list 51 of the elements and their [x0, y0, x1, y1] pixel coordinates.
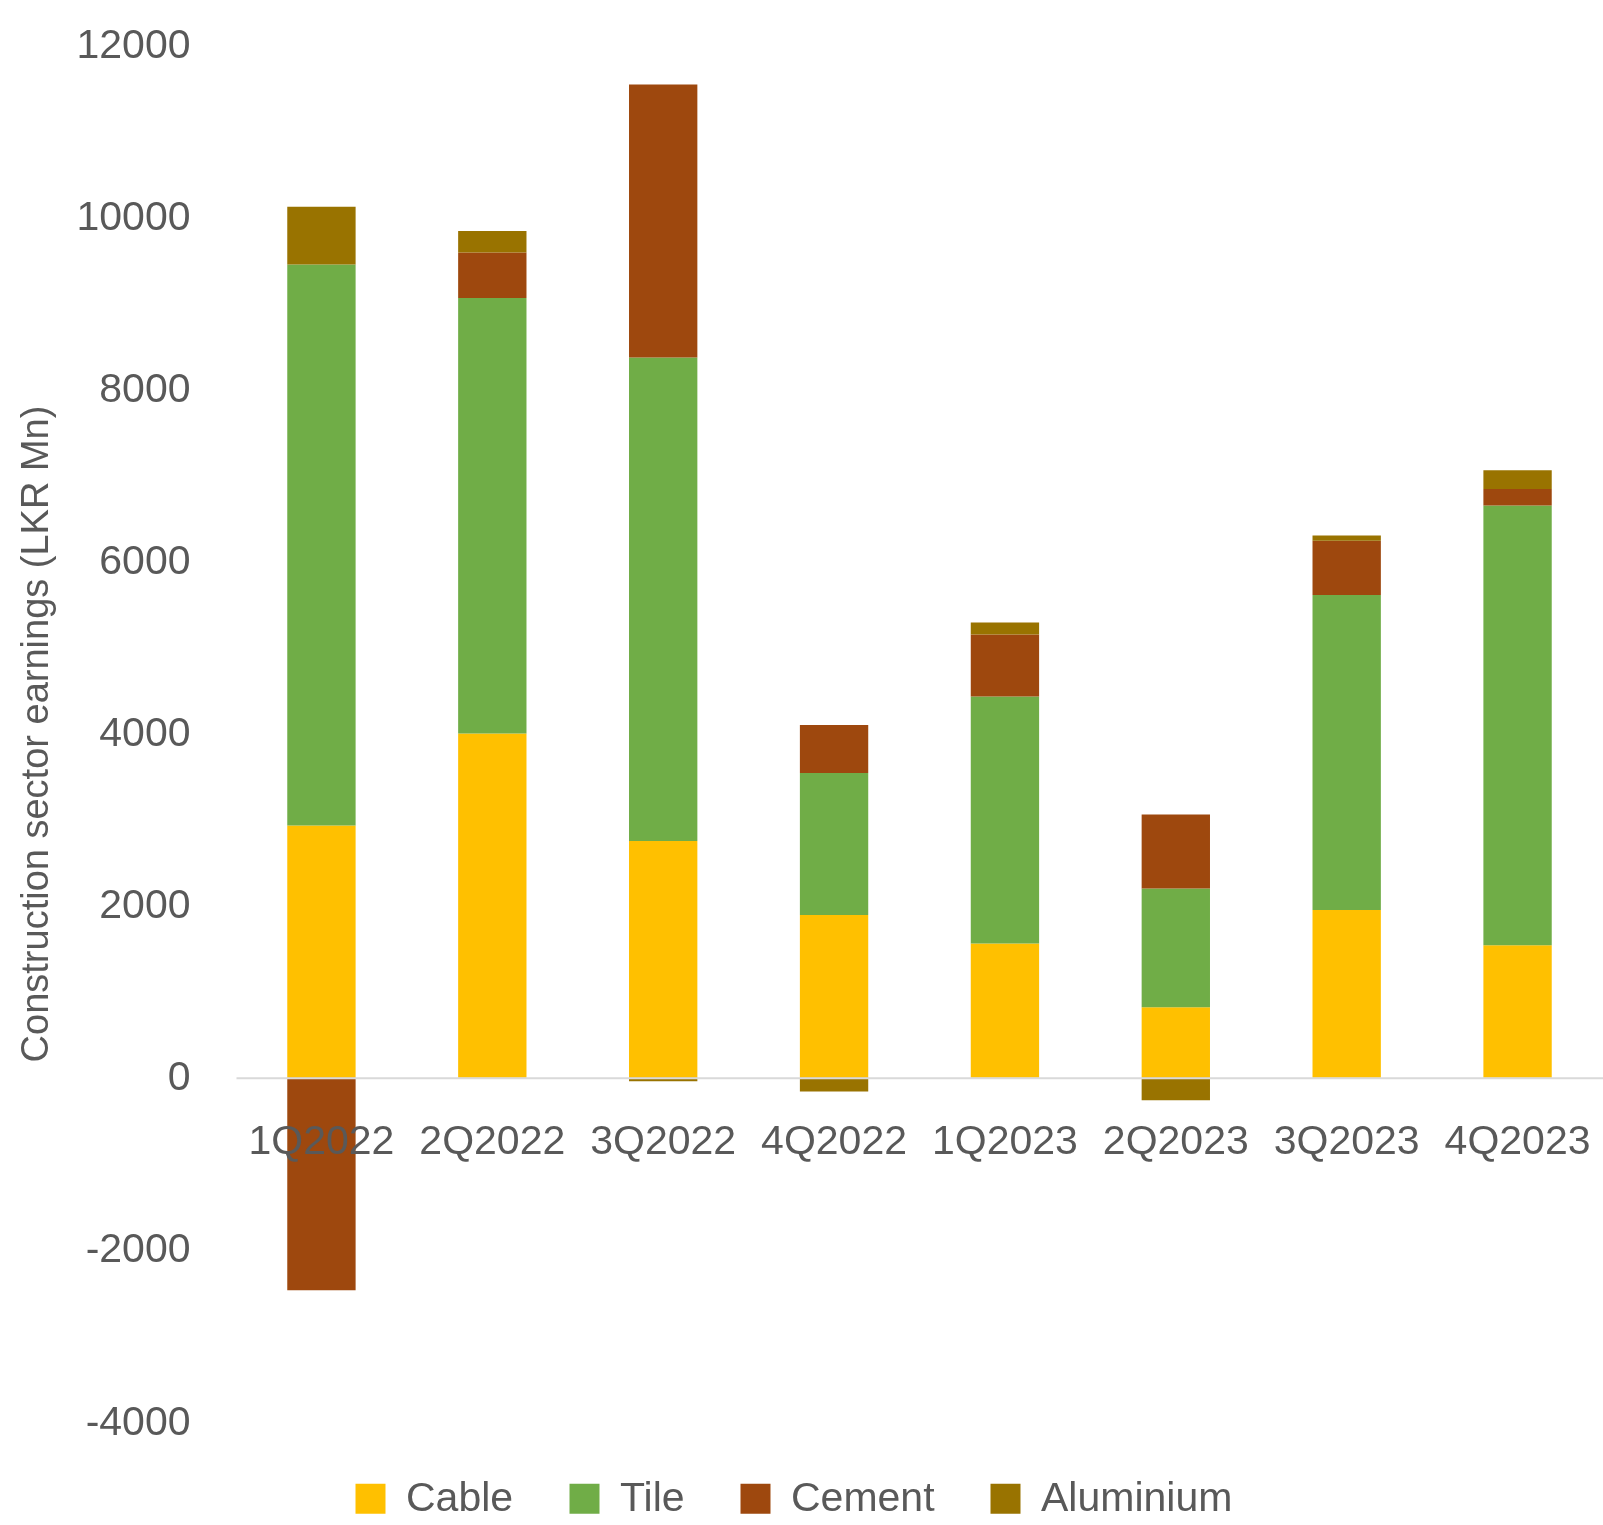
y-tick-label: -2000 — [85, 1225, 191, 1272]
bar — [1141, 1077, 1210, 1101]
x-tick-label: 2Q2022 — [419, 1117, 566, 1164]
bar — [1141, 814, 1210, 889]
bar — [458, 230, 527, 253]
bar — [629, 357, 698, 842]
bar — [287, 206, 356, 265]
bar — [458, 252, 527, 299]
x-tick-label: 3Q2022 — [590, 1117, 737, 1164]
bar — [970, 943, 1040, 1078]
x-tick-label: 4Q2023 — [1444, 1117, 1591, 1164]
y-tick-label: -4000 — [85, 1397, 191, 1444]
bar — [1312, 535, 1381, 541]
x-tick-label: 4Q2022 — [761, 1117, 908, 1164]
bar — [1483, 945, 1552, 1078]
bar — [799, 1077, 869, 1092]
bar — [1312, 909, 1381, 1078]
bar — [287, 264, 356, 826]
y-tick-label: 12000 — [76, 20, 191, 67]
legend-label: Cable — [406, 1473, 514, 1520]
y-tick-label: 8000 — [99, 364, 191, 411]
y-tick-label: 10000 — [76, 192, 191, 239]
bar — [1312, 594, 1381, 910]
bar — [799, 773, 869, 916]
x-tick-label: 2Q2023 — [1102, 1117, 1249, 1164]
bar — [1483, 489, 1552, 506]
bar — [458, 733, 527, 1078]
bar — [1483, 505, 1552, 946]
bar — [970, 696, 1040, 944]
x-tick-label: 1Q2023 — [931, 1117, 1078, 1164]
y-tick-label: 2000 — [99, 881, 191, 928]
bar — [1483, 470, 1552, 490]
y-tick-label: 4000 — [99, 709, 191, 755]
bar — [629, 841, 698, 1078]
legend-label: Tile — [620, 1473, 685, 1520]
x-tick-label: 3Q2023 — [1273, 1117, 1420, 1164]
y-axis-title: Construction sector earnings (LKR Mn) — [14, 405, 57, 1063]
y-tick-label: 0 — [167, 1053, 191, 1100]
bar — [970, 634, 1040, 697]
legend-label: Aluminium — [1041, 1473, 1233, 1520]
bar — [1141, 888, 1210, 1008]
bar — [970, 622, 1040, 635]
bar — [287, 825, 356, 1078]
bar — [458, 298, 527, 734]
bar — [1141, 1007, 1210, 1078]
y-tick-label: 6000 — [99, 536, 191, 583]
bar — [629, 84, 698, 358]
bar — [1312, 540, 1381, 595]
bar — [799, 724, 869, 774]
legend-label: Cement — [791, 1473, 936, 1520]
bar — [799, 915, 869, 1078]
